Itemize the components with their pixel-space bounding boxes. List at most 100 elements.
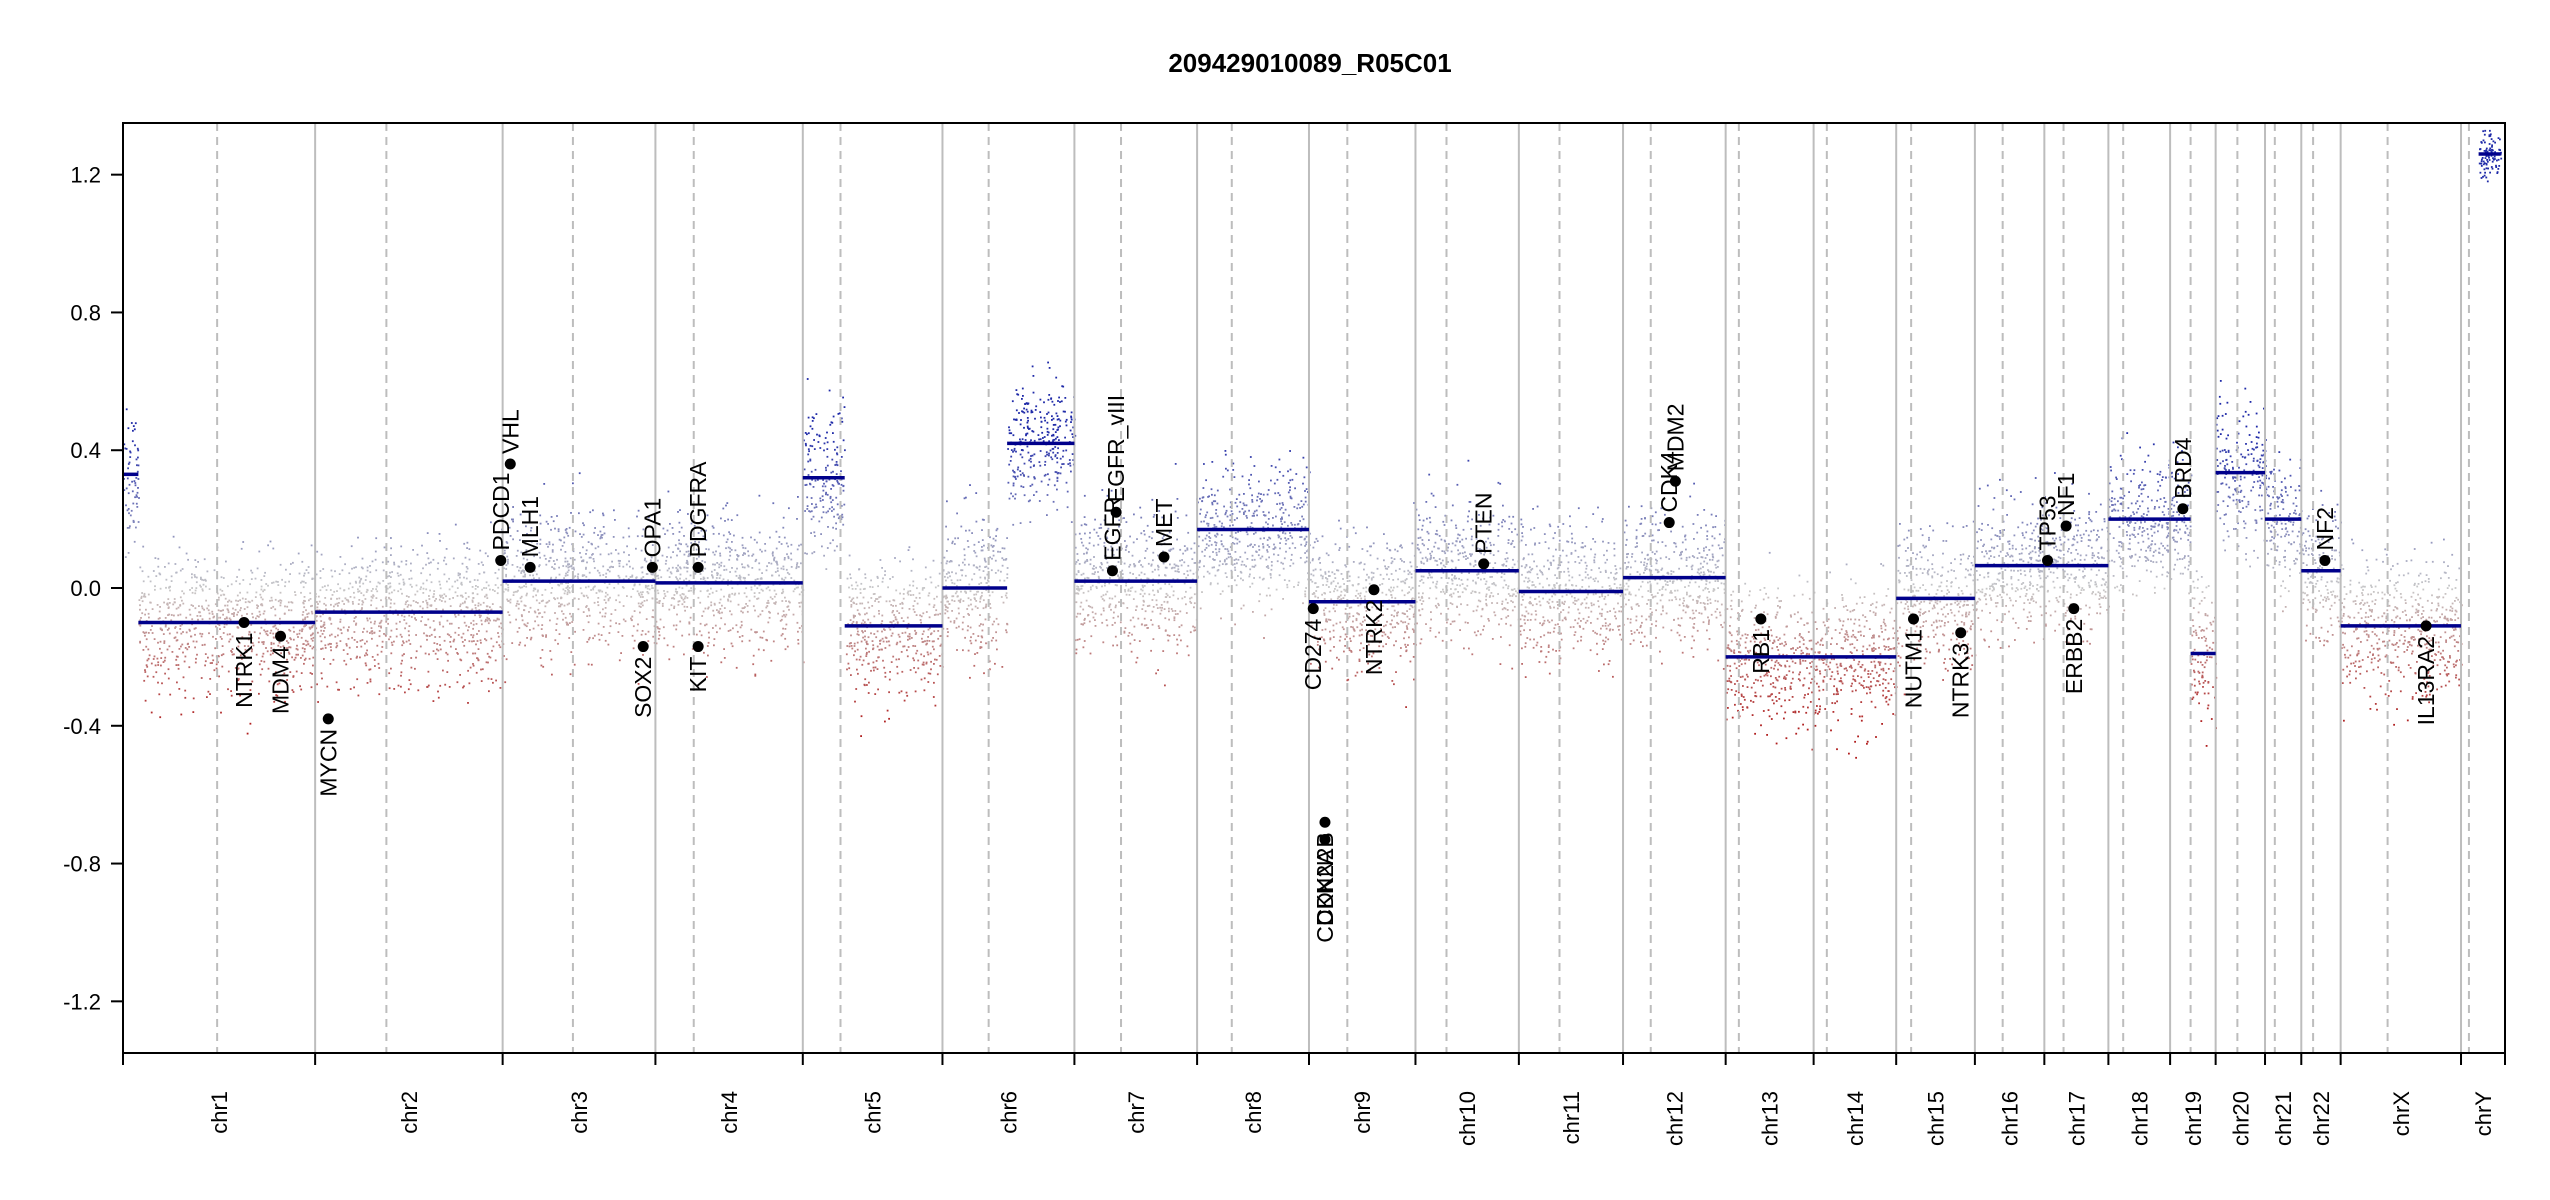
probe-point [500, 622, 502, 625]
probe-point [271, 582, 273, 584]
probe-point [302, 586, 305, 589]
probe-point [997, 550, 999, 553]
probe-point [585, 568, 587, 570]
probe-point [303, 625, 305, 628]
probe-point [585, 605, 588, 607]
probe-point [1019, 473, 1022, 476]
probe-point [966, 629, 969, 632]
probe-point [687, 550, 690, 553]
probe-point [1297, 584, 1299, 586]
probe-point [813, 439, 815, 441]
probe-point [790, 566, 793, 568]
probe-point [1243, 513, 1245, 515]
probe-point [1168, 549, 1170, 552]
probe-point [877, 585, 879, 588]
probe-point [1201, 550, 1204, 553]
probe-point [304, 657, 307, 660]
probe-point [1187, 564, 1190, 567]
probe-point [896, 641, 899, 644]
probe-point [321, 586, 324, 589]
probe-point [1045, 451, 1048, 454]
probe-point [795, 586, 798, 589]
probe-point [829, 497, 832, 500]
probe-point [991, 623, 994, 626]
probe-point [740, 624, 743, 627]
probe-point [712, 563, 714, 566]
probe-point [570, 651, 573, 653]
probe-point [1301, 505, 1304, 508]
probe-point [718, 601, 721, 604]
probe-point [330, 598, 332, 600]
probe-point [1198, 561, 1201, 564]
probe-point [457, 627, 460, 629]
probe-point [722, 534, 725, 537]
probe-point [129, 456, 132, 458]
probe-point [1005, 558, 1008, 560]
probe-point [555, 629, 558, 631]
probe-point [742, 546, 745, 549]
probe-point [1207, 496, 1209, 498]
probe-point [666, 569, 669, 572]
probe-point [848, 596, 851, 599]
probe-point [530, 529, 532, 532]
probe-point [472, 597, 475, 599]
probe-point [660, 576, 663, 579]
probe-point [729, 547, 732, 550]
probe-point [715, 577, 718, 579]
probe-point [962, 649, 964, 652]
probe-point [714, 579, 717, 582]
probe-point [446, 653, 449, 656]
probe-point [1121, 576, 1124, 579]
probe-point [295, 670, 298, 673]
probe-point [958, 625, 960, 628]
probe-point [1157, 554, 1159, 557]
probe-point [1017, 393, 1020, 396]
probe-point [1206, 511, 1209, 514]
probe-point [903, 699, 906, 702]
probe-point [1277, 536, 1280, 539]
probe-point [1225, 557, 1228, 560]
probe-point [564, 529, 567, 531]
probe-point [1168, 634, 1171, 637]
probe-point [1048, 367, 1051, 369]
probe-point [1187, 531, 1190, 534]
probe-point [345, 644, 348, 647]
probe-point [524, 624, 527, 627]
probe-point [366, 640, 368, 643]
probe-point [425, 624, 428, 626]
probe-point [561, 603, 563, 606]
probe-point [915, 614, 918, 616]
probe-point [231, 613, 233, 615]
probe-point [449, 636, 452, 638]
probe-point [250, 637, 253, 639]
probe-point [1213, 566, 1215, 569]
probe-point [761, 550, 763, 553]
probe-point [353, 591, 355, 594]
probe-point [1076, 588, 1078, 590]
probe-point [888, 678, 891, 681]
probe-point [157, 565, 160, 568]
probe-point [878, 648, 881, 651]
probe-point [1069, 429, 1072, 432]
probe-point [1046, 430, 1049, 433]
probe-point [1019, 423, 1022, 426]
probe-point [1054, 446, 1057, 448]
probe-point [1253, 558, 1256, 561]
probe-point [456, 579, 459, 582]
probe-point [1205, 514, 1207, 517]
probe-point [1077, 592, 1080, 595]
probe-point [574, 530, 577, 533]
probe-point [1104, 554, 1106, 557]
probe-point [662, 527, 665, 530]
probe-point [1214, 500, 1217, 503]
probe-point [924, 566, 927, 569]
probe-point [449, 641, 452, 643]
probe-point [954, 592, 957, 595]
probe-point [1079, 612, 1082, 615]
probe-point [201, 607, 204, 610]
probe-point [272, 632, 275, 635]
probe-point [262, 612, 265, 615]
probe-point [378, 582, 381, 585]
probe-point [284, 605, 286, 608]
probe-point [324, 597, 327, 599]
